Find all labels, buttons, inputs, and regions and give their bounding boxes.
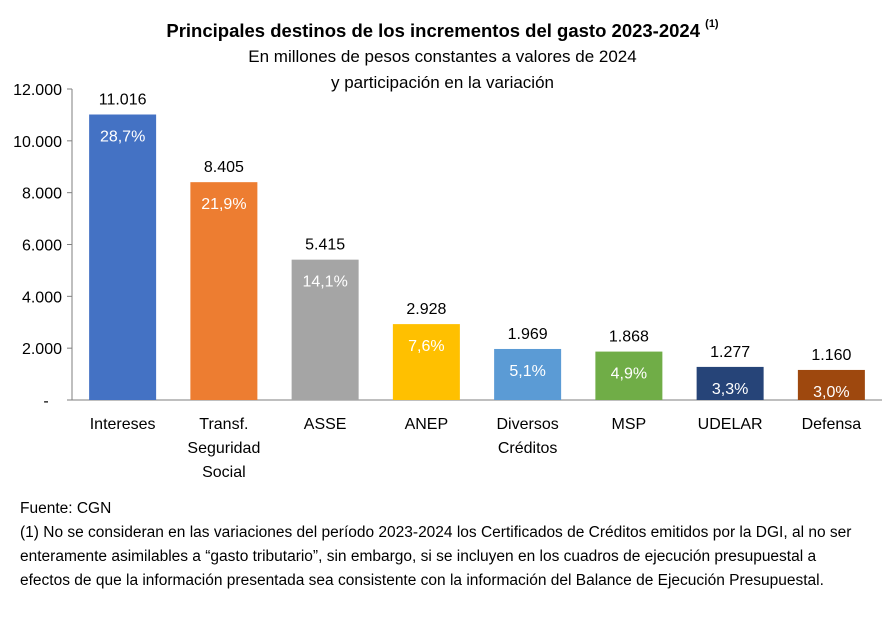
y-tick-label: 2.000 bbox=[22, 341, 62, 358]
bar bbox=[190, 182, 258, 400]
x-tick-label: ASSE bbox=[304, 416, 347, 433]
bar bbox=[392, 324, 460, 400]
bar-share-label: 21,9% bbox=[201, 196, 246, 213]
y-tick-label: 12.000 bbox=[13, 82, 62, 99]
bar bbox=[494, 348, 562, 400]
bar-value-label: 1.277 bbox=[710, 344, 750, 361]
bar-value-label: 8.405 bbox=[204, 159, 244, 176]
bar bbox=[797, 369, 865, 400]
bar-chart: - 2.000 4.000 6.000 8.000 10.000 12.000 11.016 2… bbox=[13, 82, 882, 481]
bar bbox=[89, 114, 157, 400]
x-tick-label: Defensa bbox=[802, 416, 862, 433]
x-tick-label: Intereses bbox=[90, 416, 156, 433]
chart-title-text: Principales destinos de los incrementos … bbox=[166, 20, 701, 41]
x-tick-label: Seguridad bbox=[187, 440, 260, 457]
x-tick-label: Social bbox=[202, 464, 246, 481]
footer: Fuente: CGN (1) No se consideran en las … bbox=[20, 497, 870, 593]
x-tick-label: UDELAR bbox=[698, 416, 763, 433]
bar-share-label: 7,6% bbox=[408, 338, 444, 355]
bar-share-label: 28,7% bbox=[100, 129, 145, 146]
chart-subtitle-line-2: y participación en la variación bbox=[330, 73, 554, 92]
bar-share-label: 3,0% bbox=[813, 384, 849, 401]
y-tick-label: - bbox=[43, 393, 48, 410]
y-tick-label: 4.000 bbox=[22, 289, 62, 306]
bar-value-label: 1.160 bbox=[811, 347, 851, 364]
footnote-text: (1) No se consideran en las variaciones … bbox=[20, 524, 852, 589]
bar-share-label: 5,1% bbox=[509, 363, 545, 380]
y-tick-label: 6.000 bbox=[22, 238, 62, 255]
x-tick-label: ANEP bbox=[405, 416, 449, 433]
bar-share-label: 4,9% bbox=[611, 366, 647, 383]
bar-value-label: 1.969 bbox=[508, 326, 548, 343]
title-footnote-marker: (1) bbox=[705, 18, 719, 30]
y-tick-label: 8.000 bbox=[22, 186, 62, 203]
bar bbox=[595, 351, 663, 400]
chart-title: Principales destinos de los incrementos … bbox=[0, 18, 885, 42]
x-tick-label: Créditos bbox=[498, 440, 558, 457]
bar-share-label: 14,1% bbox=[302, 274, 347, 291]
x-tick-label: Transf. bbox=[199, 416, 248, 433]
bar bbox=[696, 366, 764, 400]
bar-value-label: 2.928 bbox=[406, 301, 446, 318]
y-tick-label: 10.000 bbox=[13, 134, 62, 151]
bar-value-label: 1.868 bbox=[609, 329, 649, 346]
bar-value-label: 11.016 bbox=[99, 92, 147, 109]
bar bbox=[291, 259, 359, 400]
x-tick-label: Diversos bbox=[497, 416, 559, 433]
bar-share-label: 3,3% bbox=[712, 381, 748, 398]
source-note: Fuente: CGN bbox=[20, 500, 112, 517]
x-tick-label: MSP bbox=[612, 416, 647, 433]
bar-value-label: 5.415 bbox=[305, 237, 345, 254]
chart-subtitle-line-1: En millones de pesos constantes a valore… bbox=[248, 47, 637, 66]
